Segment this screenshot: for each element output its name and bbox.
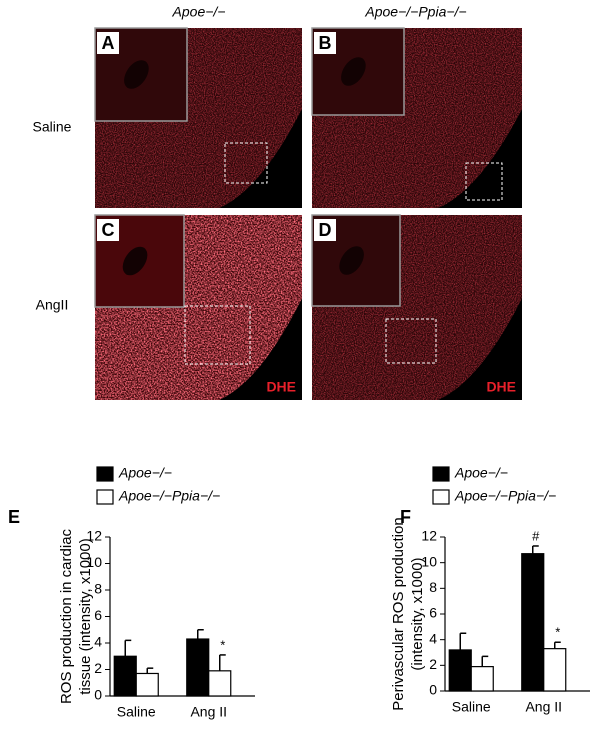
- legend-swatch: [96, 489, 114, 505]
- y-tick-label: 12: [86, 528, 102, 544]
- column-header: Apoe−/−Ppia−/−: [364, 4, 466, 20]
- significance-marker: *: [220, 637, 225, 652]
- bar: [186, 638, 210, 697]
- legend-swatch: [432, 489, 450, 505]
- tissue-edge: [438, 109, 522, 208]
- y-tick-label: 4: [429, 630, 437, 646]
- y-tick-label: 2: [94, 660, 102, 676]
- zoom-box: [224, 142, 268, 184]
- y-tick-label: 0: [94, 687, 102, 703]
- bar: [521, 553, 545, 692]
- significance-marker: *: [555, 625, 560, 640]
- y-axis-label: (intensity, x1000): [409, 557, 426, 670]
- bar: [448, 649, 472, 692]
- y-tick-label: 6: [429, 605, 437, 621]
- tissue-edge: [219, 109, 302, 208]
- row-label: Saline: [33, 119, 72, 135]
- y-tick-label: 4: [94, 634, 102, 650]
- y-tick-label: 8: [94, 581, 102, 597]
- vessel: [124, 60, 149, 89]
- y-tick-label: 8: [429, 579, 437, 595]
- vessel: [122, 246, 148, 276]
- vessel: [339, 246, 364, 275]
- panel-letter-bg: [97, 32, 119, 54]
- bar: [113, 655, 137, 697]
- stain-label: DHE: [486, 379, 516, 395]
- tissue-edge: [438, 298, 522, 400]
- panel-label: D: [319, 220, 332, 240]
- panel-letter-bg: [314, 32, 336, 54]
- panel-label: B: [319, 33, 332, 53]
- zoom-box: [385, 318, 437, 364]
- x-tick-label: Saline: [117, 704, 156, 720]
- y-axis-label: Perivascular ROS production: [390, 517, 407, 710]
- stain-label: DHE: [266, 379, 296, 395]
- panel-label: E: [8, 507, 20, 527]
- y-tick-label: 6: [94, 607, 102, 623]
- y-axis-label: tissue (intensity, x1000): [77, 538, 94, 694]
- y-tick-label: 10: [421, 553, 437, 569]
- y-tick-label: 10: [86, 554, 102, 570]
- panel-label: F: [400, 507, 411, 527]
- zoom-box: [465, 162, 503, 201]
- x-tick-label: Ang II: [190, 704, 227, 720]
- panel-letter-bg: [97, 219, 119, 241]
- y-tick-label: 12: [421, 528, 437, 544]
- zoom-box: [184, 305, 251, 365]
- significance-marker: #: [532, 528, 540, 543]
- y-axis-label: ROS production in cardiac: [58, 528, 75, 704]
- micrographs: A B C DHE D DHE: [94, 27, 522, 400]
- legend-label: Apoe−/−: [118, 465, 172, 481]
- bar: [208, 670, 232, 697]
- panel-label: C: [102, 220, 115, 240]
- panel-label: A: [102, 33, 115, 53]
- charts: 0 2 4 6 8 10 12 ROS production in cardiac tissue…: [58, 465, 590, 720]
- tissue-edge: [219, 298, 302, 400]
- bar: [135, 672, 159, 697]
- row-label: AngII: [36, 297, 69, 313]
- x-tick-label: Saline: [452, 699, 491, 715]
- column-header: Apoe−/−: [172, 4, 226, 20]
- legend-label: Apoe−/−: [454, 465, 508, 481]
- panel-letter-bg: [314, 219, 336, 241]
- legend-label: Apoe−/−Ppia−/−: [118, 488, 220, 504]
- y-tick-label: 0: [429, 682, 437, 698]
- legend-swatch: [96, 466, 114, 482]
- y-tick-label: 2: [429, 656, 437, 672]
- vessel: [341, 57, 366, 86]
- legend-label: Apoe−/−Ppia−/−: [454, 488, 556, 504]
- legend-swatch: [432, 466, 450, 482]
- bar: [543, 648, 567, 692]
- bar: [470, 666, 494, 692]
- x-tick-label: Ang II: [525, 699, 562, 715]
